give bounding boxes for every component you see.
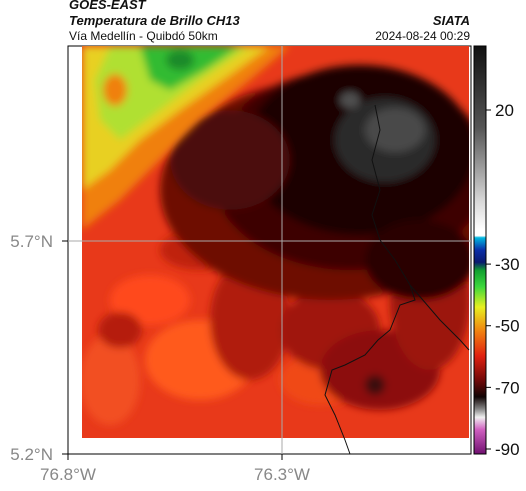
- graticule: [68, 46, 471, 454]
- route-label: Vía Medellín - Quibdó 50km: [69, 29, 218, 43]
- org-label: SIATA: [432, 13, 470, 28]
- admin-boundaries: [324, 104, 470, 455]
- temperature-field: [82, 46, 469, 438]
- datetime-label: 2024-08-24 00:29: [375, 29, 470, 43]
- product-title: Temperatura de Brillo CH13: [69, 13, 240, 28]
- colorbar-tick-label: -30: [495, 255, 520, 274]
- lon-tick-label: 76.8°W: [40, 465, 96, 484]
- colorbar-tick-label: -90: [495, 440, 520, 459]
- colorbar-tick-label: -70: [495, 378, 520, 397]
- colorbar-tick-label: -50: [495, 317, 520, 336]
- lat-axis: 5.7°N 5.2°N: [10, 232, 68, 464]
- colorbar-tick-label: 20: [495, 101, 514, 120]
- colorbar: [473, 45, 487, 455]
- lon-tick-label: 76.3°W: [254, 465, 310, 484]
- colorbar-ticks: 20 -30 -50 -70 -90: [486, 101, 520, 459]
- satellite-title: GOES-EAST: [69, 0, 146, 12]
- lon-axis: 76.8°W 76.3°W: [40, 454, 310, 484]
- lat-tick-label: 5.7°N: [10, 232, 53, 251]
- lat-tick-label: 5.2°N: [10, 445, 53, 464]
